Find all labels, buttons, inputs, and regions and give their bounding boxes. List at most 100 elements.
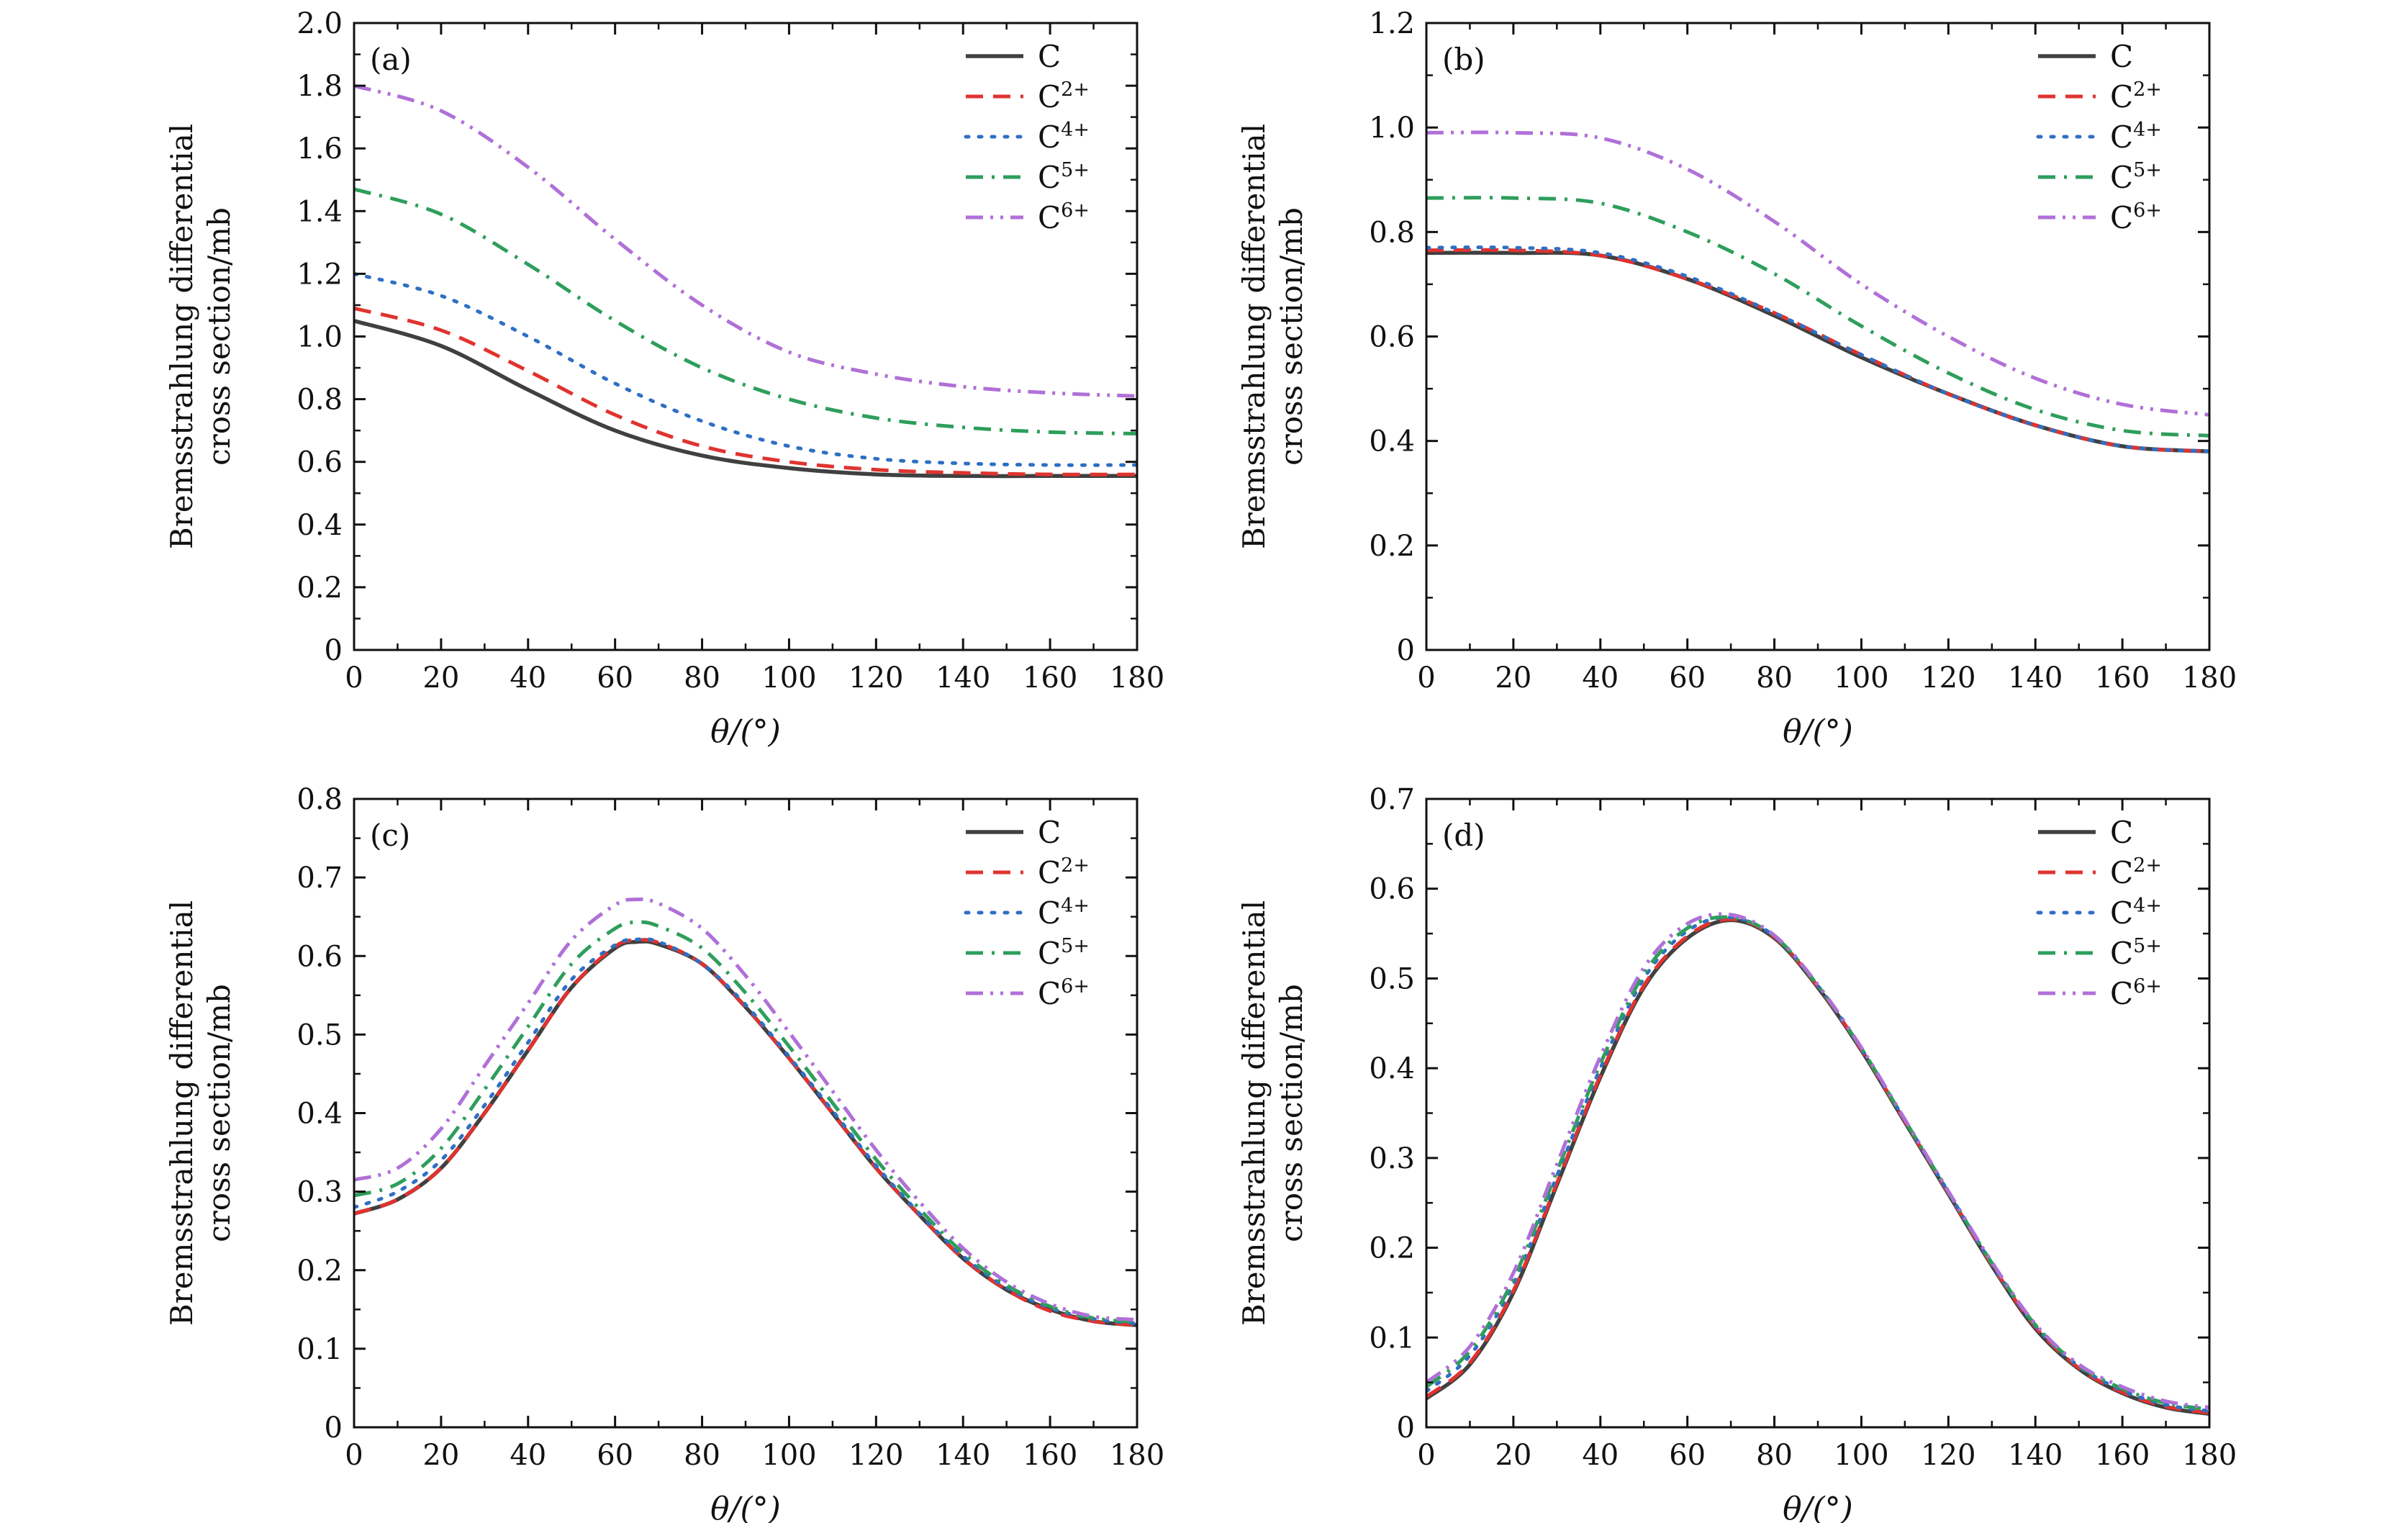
y-tick-label: 0 xyxy=(1397,1411,1415,1445)
x-tick-label: 120 xyxy=(848,661,903,695)
x-axis-label: θ/(°) xyxy=(710,713,781,750)
series-line-C4plus xyxy=(1426,915,2209,1414)
y-tick-label: 0.3 xyxy=(1369,1142,1415,1175)
x-tick-label: 180 xyxy=(1110,1439,1164,1472)
x-tick-label: 160 xyxy=(2095,661,2150,695)
series-line-C xyxy=(1426,250,2209,453)
x-tick-label: 140 xyxy=(2008,1439,2063,1472)
legend: CC2+C4+C5+C6+ xyxy=(2036,815,2162,1011)
legend-label-base: C xyxy=(2110,895,2133,931)
x-tick-label: 100 xyxy=(761,661,816,695)
x-tick-label: 0 xyxy=(345,1439,363,1472)
legend-label-base: C xyxy=(2110,200,2133,235)
x-tick-label: 180 xyxy=(2182,661,2237,695)
legend-label-base: C xyxy=(1038,855,1061,890)
x-tick-label: 120 xyxy=(1921,1439,1975,1472)
legend-label-sup: 4+ xyxy=(1061,119,1090,141)
y-tick-label: 0.2 xyxy=(297,1255,343,1288)
panel-label: (a) xyxy=(370,42,412,77)
x-tick-label: 60 xyxy=(1669,661,1706,695)
y-tick-label: 0.7 xyxy=(297,862,343,895)
panel-b: 0 20 40 60 80 100 120 140 160 180 0 0.2 0.4 0.6 0.8 1.0… xyxy=(1236,7,2237,750)
y-tick-label: 2.0 xyxy=(297,7,343,40)
y-tick-label: 0.2 xyxy=(297,571,343,605)
y-axis-label-line1: Bremsstrahlung differential xyxy=(1236,124,1272,549)
y-tick-label: 0.6 xyxy=(297,940,343,973)
legend-label: C xyxy=(1038,39,1061,74)
plot-frame xyxy=(353,22,1139,651)
y-axis-label: Bremsstrahlung differentialcross section… xyxy=(164,900,237,1326)
x-tick-label: 0 xyxy=(345,661,363,695)
legend-label-sup: 5+ xyxy=(1061,159,1090,181)
legend-label: C5+ xyxy=(1038,935,1090,971)
legend-label-sup: 5+ xyxy=(2133,935,2162,957)
legend-label-base: C xyxy=(2110,815,2133,850)
plot-frame xyxy=(353,797,1139,1429)
y-tick-label: 0.6 xyxy=(1369,321,1415,354)
y-tick-label: 1.6 xyxy=(297,132,343,166)
y-tick-label: 1.2 xyxy=(297,258,343,291)
x-axis-label: θ/(°) xyxy=(710,1491,781,1523)
y-axis-label-line1: Bremsstrahlung differential xyxy=(164,124,199,549)
legend-label: C6+ xyxy=(1038,975,1090,1011)
legend-label-sup: 2+ xyxy=(1061,854,1090,877)
panel-c: 0 20 40 60 80 100 120 140 160 180 0 0.1 0.2 0.3 0.4 0.5… xyxy=(164,783,1164,1523)
x-tick-label: 0 xyxy=(1417,661,1435,695)
curves xyxy=(1426,130,2209,453)
y-tick-label: 0.5 xyxy=(297,1018,343,1052)
legend-label-sup: 4+ xyxy=(1061,895,1090,917)
x-tick-label: 140 xyxy=(936,1439,990,1472)
legend-label: C4+ xyxy=(2110,895,2162,931)
y-axis-label: Bremsstrahlung differentialcross section… xyxy=(1236,900,1309,1326)
y-tick-label: 0.6 xyxy=(1369,873,1415,906)
y-tick-label: 0.4 xyxy=(297,509,343,542)
series-line-C6plus xyxy=(1426,130,2209,417)
legend: CC2+C4+C5+C6+ xyxy=(2036,39,2162,235)
legend-label-base: C xyxy=(2110,39,2133,74)
series-line-C5plus xyxy=(354,187,1137,435)
legend: CC2+C4+C5+C6+ xyxy=(964,815,1090,1011)
y-tick-label: 0.7 xyxy=(1369,783,1415,816)
y-axis-label-line1: Bremsstrahlung differential xyxy=(1236,900,1272,1326)
legend-label-base: C xyxy=(2110,119,2133,155)
panel-a: 0 20 40 60 80 100 120 140 160 180 0 0.2 0.4 0.6 0.8 1.0… xyxy=(164,7,1164,750)
y-tick-label: 0.2 xyxy=(1369,530,1415,563)
series-line-C2plus xyxy=(354,938,1137,1327)
x-tick-label: 20 xyxy=(1495,661,1531,695)
y-tick-label: 0.2 xyxy=(1369,1232,1415,1265)
legend-label-sup: 6+ xyxy=(1061,199,1090,222)
x-tick-label: 60 xyxy=(597,661,633,695)
x-tick-label: 160 xyxy=(2095,1439,2150,1472)
series-line-C6plus xyxy=(354,897,1137,1321)
legend-label-sup: 6+ xyxy=(2133,199,2162,222)
legend-label: C6+ xyxy=(2110,975,2162,1011)
legend-label: C2+ xyxy=(2110,78,2162,114)
x-tick-label: 80 xyxy=(684,1439,720,1472)
y-tick-label: 0.3 xyxy=(297,1176,343,1209)
x-tick-label: 80 xyxy=(684,661,720,695)
x-tick-label: 140 xyxy=(936,661,990,695)
x-tick-label: 120 xyxy=(1921,661,1975,695)
y-tick-label: 0 xyxy=(325,1411,343,1445)
y-tick-label: 0.8 xyxy=(297,783,343,816)
series-line-C2plus xyxy=(1426,248,2209,453)
y-tick-label: 0.4 xyxy=(1369,1052,1415,1085)
x-tick-label: 140 xyxy=(2008,661,2063,695)
legend-label-base: C xyxy=(2110,855,2133,890)
y-axis-label-line2: cross section/mb xyxy=(1274,984,1309,1242)
legend-label-base: C xyxy=(1038,976,1061,1011)
x-tick-label: 20 xyxy=(1495,1439,1531,1472)
legend-label: C5+ xyxy=(1038,159,1090,195)
series-line-C5plus xyxy=(354,920,1137,1324)
x-axis-label: θ/(°) xyxy=(1783,1491,1853,1523)
x-tick-label: 40 xyxy=(1582,1439,1619,1472)
y-tick-label: 0 xyxy=(325,634,343,667)
y-tick-label: 1.8 xyxy=(297,70,343,103)
y-axis-label-line2: cross section/mb xyxy=(1274,207,1309,466)
x-tick-label: 60 xyxy=(1669,1439,1706,1472)
x-tick-label: 0 xyxy=(1417,1439,1435,1472)
x-tick-label: 120 xyxy=(848,1439,903,1472)
x-tick-label: 160 xyxy=(1023,1439,1077,1472)
legend-label: C4+ xyxy=(1038,119,1090,155)
